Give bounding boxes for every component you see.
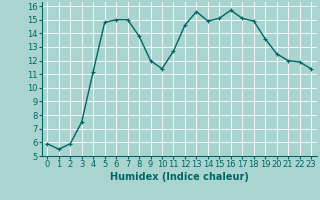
X-axis label: Humidex (Indice chaleur): Humidex (Indice chaleur) [110, 172, 249, 182]
